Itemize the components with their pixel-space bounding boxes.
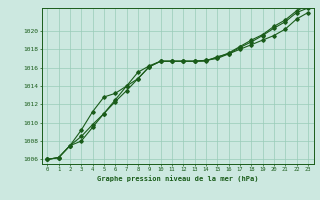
X-axis label: Graphe pression niveau de la mer (hPa): Graphe pression niveau de la mer (hPa) [97, 175, 258, 182]
